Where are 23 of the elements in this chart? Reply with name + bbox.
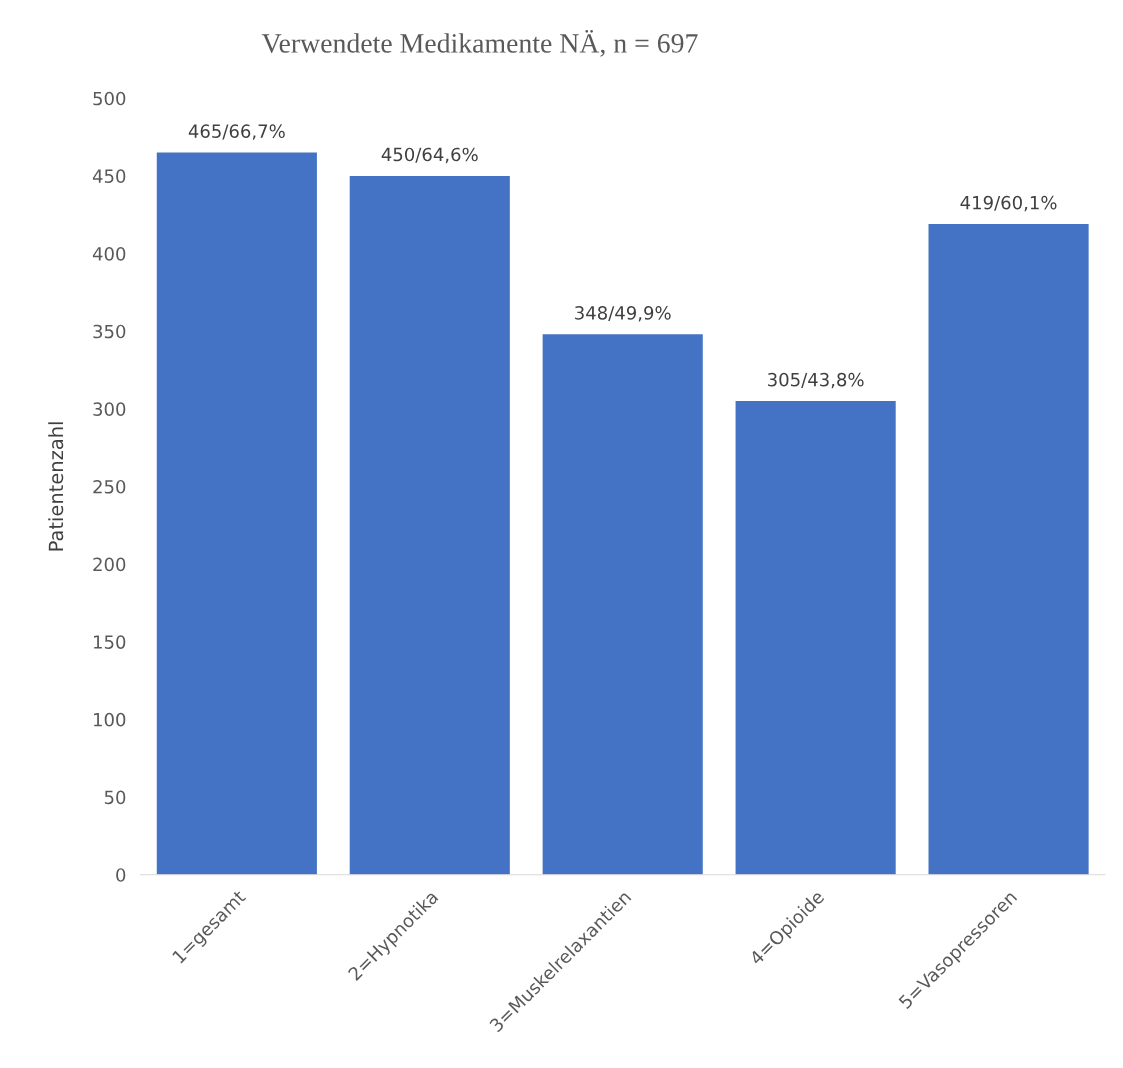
y-tick-label: 0 xyxy=(116,868,126,882)
y-tick-label: 200 xyxy=(93,557,126,572)
y-tick-label: 450 xyxy=(92,169,126,184)
data-label: 465/66,7% xyxy=(188,124,285,140)
y-axis-title: Patientenzahl xyxy=(48,422,64,551)
bar xyxy=(928,224,1089,875)
data-label: 419/60,1% xyxy=(960,195,1057,212)
y-tick-label: 300 xyxy=(93,402,126,416)
bar xyxy=(735,401,896,875)
y-tick-label: 100 xyxy=(94,712,126,727)
y-tick-label: 400 xyxy=(92,247,126,261)
bar xyxy=(349,175,510,875)
chart-title: Verwendete Medikamente NÄ, n = 697 xyxy=(261,29,698,57)
bar xyxy=(156,152,317,875)
y-tick-label: 150 xyxy=(94,635,126,649)
data-label: 305/43,8% xyxy=(768,372,864,389)
y-tick-label: 350 xyxy=(93,324,126,339)
bar xyxy=(542,334,703,875)
data-label: 450/64,6% xyxy=(381,147,478,164)
y-tick-label: 250 xyxy=(93,479,126,494)
data-label: 348/49,9% xyxy=(575,306,671,322)
y-tick-label: 500 xyxy=(93,91,126,106)
y-tick-label: 50 xyxy=(104,790,126,805)
